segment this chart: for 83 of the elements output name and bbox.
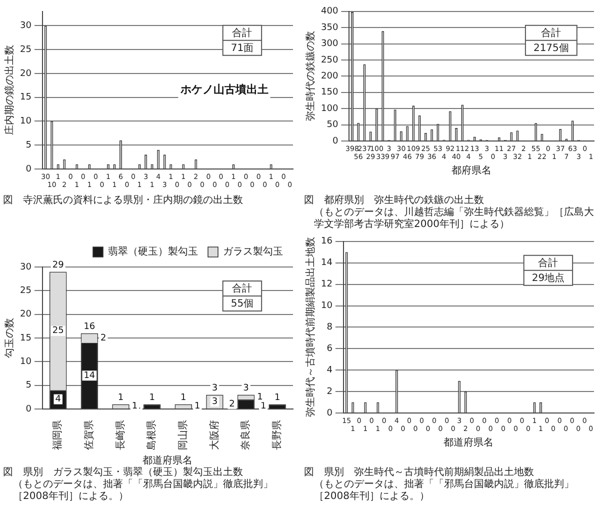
legend-label: 翡翠（硬玉）製勾玉 [108,246,198,258]
y-tick-label: 250 [320,55,338,66]
annotation: 29地点 [532,272,565,284]
y-tick-label: 5 [26,140,32,150]
y-tick-label: 30 [20,21,32,32]
total-label: 1 [274,393,280,404]
x-axis-title: 都府県名 [452,164,492,177]
y-tick-label: 100 [320,104,338,114]
data-label: 1 [194,402,200,412]
y-tick-label: 10 [20,116,32,127]
y-axis-title: 弥生時代の鉄鏃の数 [304,31,317,122]
y-tick-label: 10 [321,301,333,312]
total-label: 29 [52,260,64,271]
y-tick-label: 25 [20,286,32,296]
y-tick-label: 350 [320,22,338,33]
text: （もとのデータは、拙著「「邪馬台国畿内説」徹底批判」［2008年刊］による。） [12,479,274,503]
x-tick-label: 大阪府 [208,420,220,450]
y-tick-label: 4 [326,365,333,376]
x-tick-label: 福岡県 [52,420,64,450]
y-tick-label: 0 [326,408,333,418]
text: 図 県別 弥生時代～古墳時代前期絹製品出土地数 [304,467,535,478]
y-tick-label: 14 [321,258,333,268]
y-tick-label: 25 [20,44,32,55]
y-tick-label: 6 [326,344,333,354]
x-axis-title: 都道府県名 [142,454,193,467]
annotation: 合計 [232,282,252,295]
total-label: 3 [212,384,218,394]
x-tick-label: 島根県 [146,420,158,450]
data-label: 14 [84,370,96,381]
annotation: 71面 [230,42,254,54]
data-label: 3 [212,396,218,407]
x-tick-label: 岡山県 [176,420,189,450]
y-tick-label: 300 [320,39,338,50]
y-tick-label: 2 [326,386,332,397]
y-tick-label: 0 [26,164,32,174]
data-label: 1 [260,402,266,412]
y-tick-label: 12 [321,280,332,290]
y-tick-label: 50 [326,120,338,130]
y-tick-label: 200 [320,72,338,82]
y-tick-label: 30 [20,262,32,272]
data-label: 25 [52,326,64,336]
y-tick-label: 15 [20,333,32,344]
x-axis-title: 都道府県名 [444,436,494,449]
text: 図 県別 ガラス製勾玉・翡翠（硬玉）製勾玉出土数 [3,467,244,478]
y-tick-label: 8 [326,322,333,333]
data-label: 2 [229,399,235,410]
y-tick-label: 0 [26,404,32,414]
data-label: 1 [132,402,138,412]
text: （もとのデータは、拙著「「邪馬台国畿内説」徹底批判」［2008年刊］による。） [313,479,575,503]
y-tick-label: 20 [20,310,32,320]
y-tick-label: 150 [320,88,338,98]
annotation: 2175個 [533,42,569,54]
text: 図 都府県別 弥生時代の鉄鏃の出土数 [304,195,485,206]
y-tick-label: 16 [321,236,333,247]
total-label: 3 [243,384,249,394]
y-tick-label: 5 [26,380,32,391]
legend-label: ガラス製勾玉 [223,246,283,258]
annotation: 合計 [541,26,562,39]
total-label: 1 [180,393,186,404]
data-label: 1 [257,392,263,403]
y-tick-label: 400 [320,6,338,17]
annotation: 55個 [230,298,254,310]
total-label: 1 [149,393,155,404]
total-label: 16 [84,322,96,332]
x-tick-label: 奈良県 [240,420,252,450]
y-tick-label: 20 [20,68,32,79]
y-axis-title: 弥生時代～古墳時代前期絹製品出土地数 [304,237,317,418]
text: 図 寺沢薫氏の資料による県別・庄内期の鏡の出土数 [3,195,244,207]
x-tick-label: 長崎県 [114,420,126,450]
y-tick-label: 10 [20,357,32,368]
annotation: 合計 [232,26,252,39]
total-label: 1 [118,393,124,404]
y-axis-title: 勾玉の数 [4,318,16,358]
annotation: 合計 [538,256,558,269]
text: （もとのデータは、川越哲志編「弥生時代鉄器総覧」［広島大学文学部考古学研究室2000年刊］による） [313,207,595,231]
x-tick-label: 長野県 [272,420,283,450]
data-label: 2 [100,333,106,344]
annotation: ホケノ山古墳出土 [179,83,268,96]
y-tick-label: 0 [332,136,338,146]
data-label: 4 [55,394,62,405]
y-tick-label: 15 [20,92,32,103]
x-tick-label: 佐賀県 [83,420,96,450]
y-axis-title: 庄内期の鏡の出土数 [4,45,16,136]
